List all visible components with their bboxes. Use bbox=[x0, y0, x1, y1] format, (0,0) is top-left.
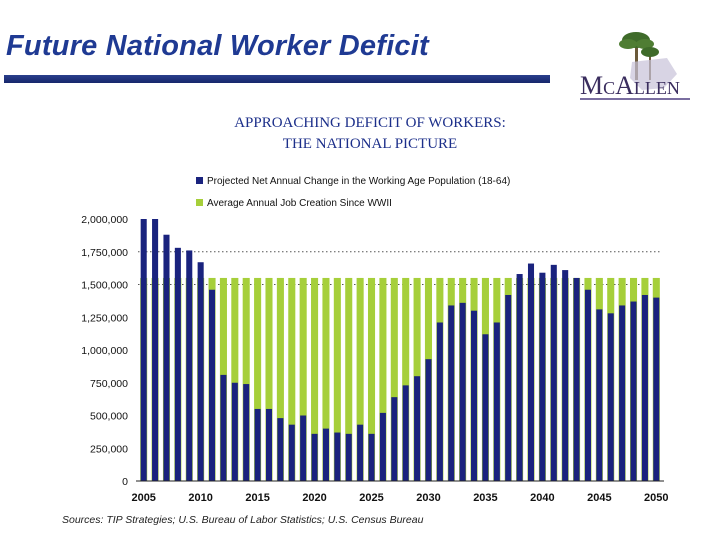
bar-population-change bbox=[596, 309, 603, 481]
bar-population-change bbox=[209, 289, 216, 481]
bar-job-creation bbox=[390, 277, 398, 481]
x-tick-label: 2010 bbox=[188, 492, 212, 504]
slide-title: Future National Worker Deficit bbox=[6, 30, 429, 62]
bar-population-change bbox=[334, 432, 341, 481]
y-tick-label: 1,250,000 bbox=[81, 312, 128, 324]
y-tick-label: 1,000,000 bbox=[81, 345, 128, 357]
legend-label-job-creation: Average Annual Job Creation Since WWII bbox=[207, 198, 392, 209]
bar-job-creation bbox=[322, 277, 330, 481]
x-tick-label: 2035 bbox=[473, 492, 497, 504]
x-tick-label: 2040 bbox=[530, 492, 554, 504]
bar-population-change bbox=[539, 272, 546, 481]
bar-population-change bbox=[152, 219, 159, 481]
bar-population-change bbox=[527, 263, 535, 481]
bar-job-creation bbox=[254, 277, 262, 481]
bar-job-creation bbox=[333, 277, 341, 481]
bar-job-creation bbox=[242, 277, 250, 481]
bar-population-change bbox=[573, 277, 580, 481]
chart-source-note: Sources: TIP Strategies; U.S. Bureau of … bbox=[62, 514, 424, 526]
y-tick-label: 1,500,000 bbox=[81, 280, 128, 292]
bar-population-change bbox=[220, 374, 227, 481]
bar-job-creation bbox=[402, 277, 410, 481]
bar-job-creation bbox=[231, 277, 239, 481]
y-tick-label: 0 bbox=[122, 476, 128, 488]
bar-population-change bbox=[505, 294, 512, 481]
y-tick-label: 750,000 bbox=[90, 378, 128, 390]
x-tick-label: 2020 bbox=[302, 492, 326, 504]
bar-population-change bbox=[197, 262, 204, 481]
bar-population-change bbox=[311, 433, 318, 481]
bar-population-change bbox=[265, 408, 273, 481]
title-divider bbox=[4, 75, 550, 83]
x-tick-label: 2015 bbox=[245, 492, 269, 504]
chart-subtitle-line2: THE NATIONAL PICTURE bbox=[282, 136, 458, 152]
bar-population-change bbox=[436, 322, 443, 481]
bar-population-change bbox=[300, 415, 307, 481]
mcallen-logo: McAllen bbox=[580, 32, 690, 100]
bar-population-change bbox=[231, 382, 238, 481]
x-tick-label: 2025 bbox=[359, 492, 383, 504]
bar-population-change bbox=[140, 219, 147, 481]
bar-population-change bbox=[277, 418, 284, 481]
bar-population-change bbox=[607, 313, 614, 481]
bar-job-creation bbox=[379, 277, 387, 481]
bar-population-change bbox=[174, 247, 181, 481]
x-tick-label: 2050 bbox=[644, 492, 668, 504]
bar-population-change bbox=[322, 428, 329, 481]
y-tick-label: 1,750,000 bbox=[81, 247, 128, 259]
bar-population-change bbox=[425, 359, 432, 481]
bar-population-change bbox=[243, 384, 250, 481]
bar-job-creation bbox=[265, 277, 273, 481]
bar-job-creation bbox=[345, 277, 353, 481]
bar-population-change bbox=[357, 424, 364, 481]
legend-swatch-green bbox=[196, 199, 203, 206]
bar-population-change bbox=[379, 412, 386, 481]
bar-job-creation bbox=[367, 277, 376, 481]
bar-population-change bbox=[482, 334, 489, 481]
bar-population-change bbox=[641, 294, 648, 481]
bar-population-change bbox=[619, 305, 626, 481]
bar-population-change bbox=[254, 408, 261, 481]
palm-tree-icon bbox=[619, 32, 677, 90]
legend-swatch-navy bbox=[196, 177, 203, 184]
bar-job-creation bbox=[311, 277, 319, 481]
bar-population-change bbox=[630, 301, 637, 481]
bar-job-creation bbox=[356, 277, 364, 481]
bar-population-change bbox=[186, 250, 193, 481]
bar-population-change bbox=[391, 397, 398, 481]
bar-job-creation bbox=[276, 277, 284, 481]
bar-population-change bbox=[448, 305, 455, 481]
bar-job-creation bbox=[299, 277, 307, 481]
x-tick-label: 2005 bbox=[131, 492, 155, 504]
legend-label-population: Projected Net Annual Change in the Worki… bbox=[207, 176, 510, 187]
bar-job-creation bbox=[288, 277, 296, 481]
bar-population-change bbox=[163, 234, 170, 481]
bar-population-change bbox=[288, 424, 295, 481]
legend: Projected Net Annual Change in the Worki… bbox=[196, 176, 510, 209]
bar-population-change bbox=[459, 302, 466, 481]
bar-population-change bbox=[550, 264, 557, 481]
bar-population-change bbox=[584, 289, 591, 481]
x-tick-label: 2030 bbox=[416, 492, 440, 504]
bar-population-change bbox=[562, 270, 569, 481]
bar-population-change bbox=[402, 385, 409, 481]
chart-subtitle-line1: APPROACHING DEFICIT OF WORKERS: bbox=[234, 115, 506, 131]
y-tick-label: 2,000,000 bbox=[81, 214, 128, 226]
bar-population-change bbox=[471, 310, 478, 481]
y-tick-label: 500,000 bbox=[90, 411, 128, 423]
bar-population-change bbox=[516, 274, 523, 481]
x-tick-label: 2045 bbox=[587, 492, 611, 504]
bar-population-change bbox=[493, 322, 500, 481]
bar-population-change bbox=[345, 433, 352, 481]
bar-population-change bbox=[414, 376, 421, 481]
bar-population-change bbox=[368, 433, 375, 481]
logo-text: McAllen bbox=[580, 71, 680, 100]
bar-population-change bbox=[653, 297, 660, 481]
y-tick-label: 250,000 bbox=[90, 443, 128, 455]
